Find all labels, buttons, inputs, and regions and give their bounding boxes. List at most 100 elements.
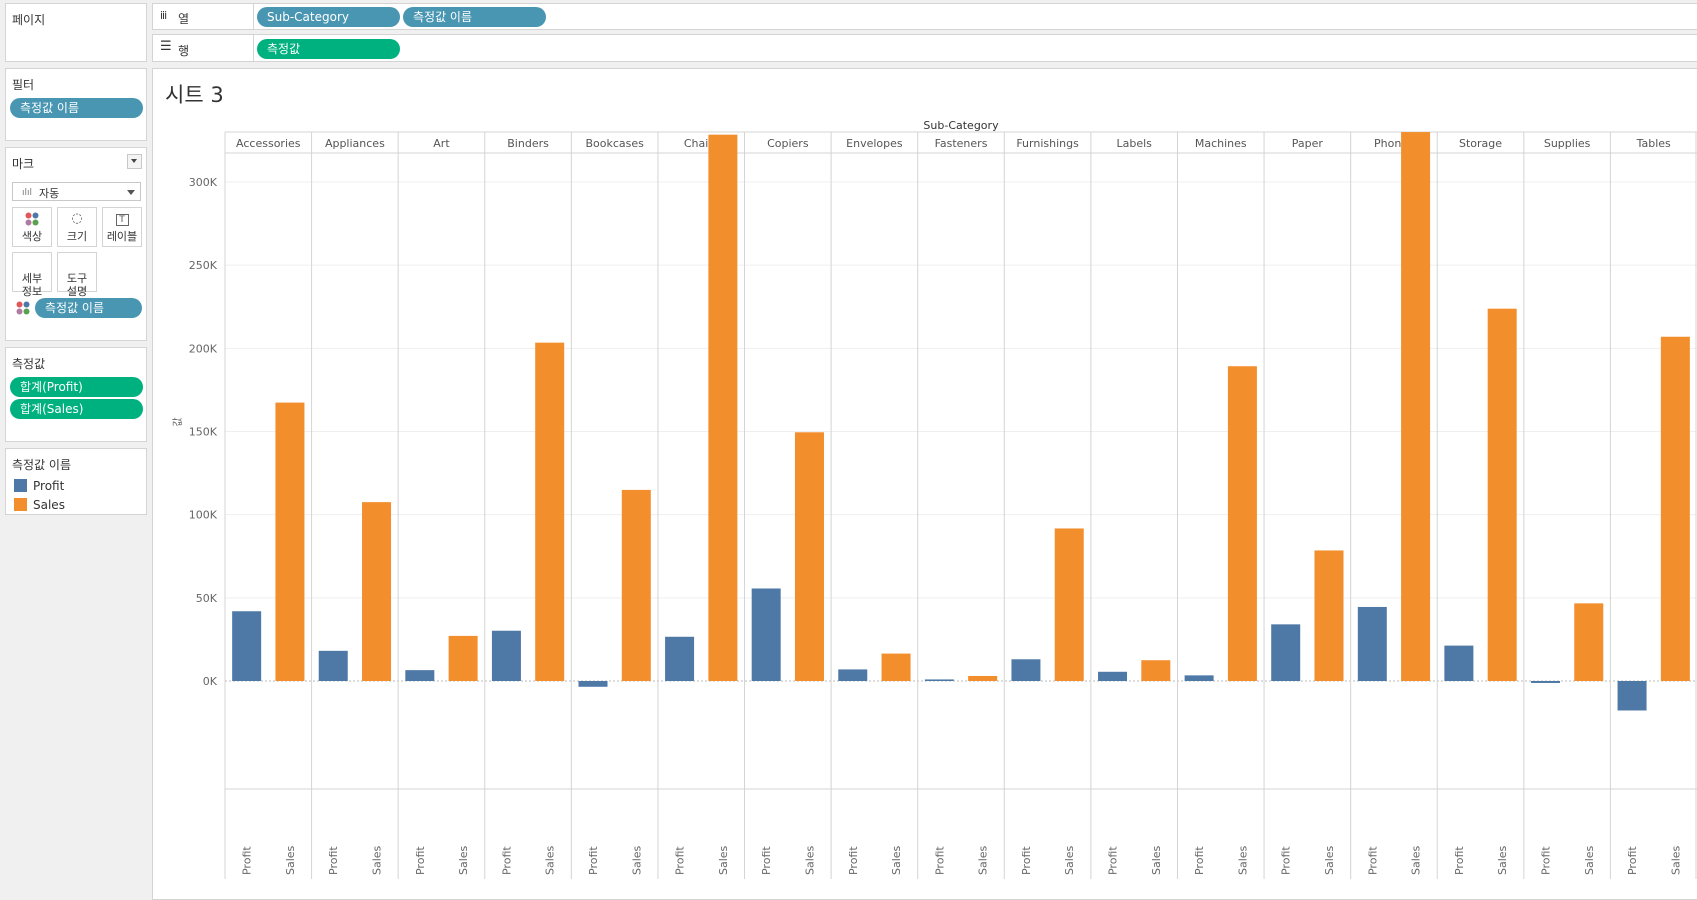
measure-name-axis-label: Sales [457, 845, 470, 875]
bar-chart: Sub-Category 0K 50K 100K 150K 200K 250K 300K 값 Ac… [172, 119, 1697, 879]
measure-pill-profit[interactable]: 합계(Profit) [10, 377, 143, 397]
measure-name-axis-label: Profit [1539, 846, 1552, 875]
mark-type-dropdown[interactable]: ılıl 자동 [12, 182, 141, 201]
measure-name-axis-label: Profit [1020, 846, 1033, 875]
pages-card-title: 페이지 [12, 13, 46, 27]
bar-profit [578, 681, 608, 687]
bar-profit [751, 588, 781, 681]
marks-card-title: 마크 [12, 157, 35, 171]
bar-profit [1444, 645, 1474, 681]
bar-sales [448, 635, 478, 681]
measure-name-axis-label: Sales [1150, 845, 1163, 875]
y-tick-label: 250K [189, 259, 218, 272]
y-axis-label: 값 [172, 417, 184, 426]
category-header-label: Labels [1116, 137, 1152, 150]
measure-name-axis-label: Sales [890, 845, 903, 875]
rows-pill-measure-values[interactable]: 측정값 [257, 39, 400, 59]
bar-sales [881, 653, 911, 681]
columns-icon: iii [160, 9, 167, 22]
y-tick-label: 50K [196, 592, 218, 605]
tooltip-button-label: 도구 설명 [66, 272, 88, 298]
columns-shelf[interactable]: iii 열 Sub-Category 측정값 이름 [153, 4, 1697, 31]
size-button[interactable]: ◌ 크기 [57, 207, 97, 247]
legend-swatch-sales [14, 498, 27, 511]
size-button-label: 크기 [66, 230, 88, 243]
legend-card: 측정값 이름 Profit Sales [5, 448, 147, 515]
rows-shelf[interactable]: ☰ 행 측정값 [153, 30, 1697, 62]
y-tick-label: 150K [189, 426, 218, 439]
shelf-divider [253, 4, 254, 30]
column-header-title: Sub-Category [923, 119, 999, 132]
measure-name-axis-label: Sales [803, 845, 816, 875]
chevron-down-icon [131, 159, 137, 163]
legend-card-title: 측정값 이름 [12, 458, 72, 472]
bar-profit [838, 669, 868, 681]
measure-name-axis-label: Profit [1366, 846, 1379, 875]
measure-pill-sales[interactable]: 합계(Sales) [10, 399, 143, 419]
measure-name-axis-label: Profit [1626, 846, 1639, 875]
legend-label-profit: Profit [33, 479, 65, 493]
columns-shelf-label: 열 [178, 12, 190, 26]
y-tick-label: 100K [189, 509, 218, 522]
filter-pill-measure-names[interactable]: 측정값 이름 [10, 98, 143, 118]
rows-shelf-label: 행 [178, 44, 190, 58]
pages-card: 페이지 [5, 3, 147, 62]
bar-sales [362, 502, 392, 681]
shelf-separator [152, 29, 1697, 35]
measure-name-axis-label: Sales [1669, 845, 1682, 875]
tooltip-button[interactable]: 도구 설명 [57, 252, 97, 298]
category-header-label: Art [433, 137, 450, 150]
measure-values-card: 측정값 합계(Profit) 합계(Sales) [5, 347, 147, 442]
category-header-label: Machines [1195, 137, 1247, 150]
measure-name-axis-label: Profit [674, 846, 687, 875]
bar-profit [1184, 675, 1214, 681]
category-header-label: Furnishings [1016, 137, 1079, 150]
measure-name-axis-label: Profit [327, 846, 340, 875]
measure-name-axis-label: Sales [1496, 845, 1509, 875]
color-encoding-icon [16, 301, 30, 318]
bar-sales [1660, 336, 1690, 681]
legend-item-sales[interactable]: Sales [14, 498, 65, 514]
legend-item-profit[interactable]: Profit [14, 479, 64, 495]
measure-name-axis-label: Profit [760, 846, 773, 875]
color-pill-measure-names[interactable]: 측정값 이름 [35, 298, 142, 318]
color-button[interactable]: 색상 [12, 207, 52, 247]
color-dots-icon [13, 208, 51, 228]
measure-name-axis-label: Profit [1280, 846, 1293, 875]
measure-name-axis-label: Sales [977, 845, 990, 875]
sheet-title: 시트 3 [165, 83, 224, 107]
measure-name-axis-label: Sales [1323, 845, 1336, 875]
measure-name-axis-label: Profit [847, 846, 860, 875]
bar-profit [1271, 624, 1301, 681]
measure-name-axis-label: Profit [1193, 846, 1206, 875]
category-header-label: Fasteners [935, 137, 988, 150]
y-tick-label: 0K [203, 675, 218, 688]
bar-sales [1401, 132, 1431, 681]
bar-profit [1011, 659, 1041, 681]
label-button-label: 레이블 [106, 230, 138, 243]
measure-name-axis-label: Sales [1583, 845, 1596, 875]
label-button[interactable]: T 레이블 [102, 207, 142, 247]
measure-name-axis-label: Sales [284, 845, 297, 875]
measure-name-axis-label: Profit [500, 846, 513, 875]
bar-profit [491, 630, 521, 681]
bar-profit [1357, 606, 1387, 681]
columns-pill-sub-category[interactable]: Sub-Category [257, 7, 400, 27]
y-tick-label: 300K [189, 176, 218, 189]
text-label-icon: T [103, 208, 141, 228]
columns-pill-measure-names[interactable]: 측정값 이름 [403, 7, 546, 27]
legend-label-sales: Sales [33, 498, 65, 512]
shelf-divider [253, 30, 254, 62]
category-header-label: Tables [1636, 137, 1671, 150]
measure-name-axis-label: Profit [1453, 846, 1466, 875]
rows-icon: ☰ [160, 39, 172, 54]
detail-button[interactable]: 세부 정보 [12, 252, 52, 298]
marks-card-menu-button[interactable] [127, 154, 142, 169]
bar-profit [1098, 671, 1128, 681]
bar-sales [968, 675, 998, 681]
bar-profit [1617, 681, 1647, 711]
y-tick-label: 200K [189, 342, 218, 355]
measure-name-axis-label: Sales [1410, 845, 1423, 875]
measure-name-axis-label: Sales [630, 845, 643, 875]
color-button-label: 색상 [21, 230, 43, 243]
